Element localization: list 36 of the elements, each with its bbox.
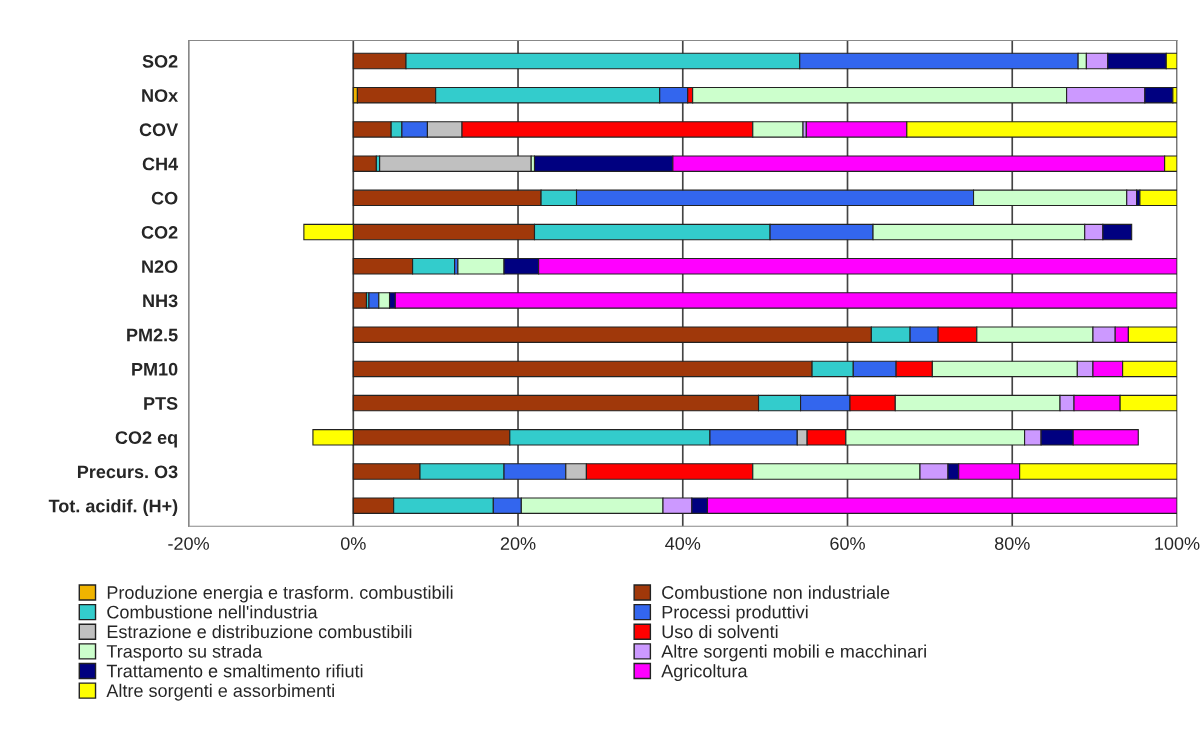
y-tick-label: PTS: [144, 397, 178, 410]
y-tick-label: CO: [151, 191, 178, 205]
bar: [352, 292, 368, 309]
x-tick-label: -20%: [168, 537, 209, 550]
legend-label: Altre sorgenti e assorbimenti: [106, 683, 334, 701]
x-tick-label: 80%: [994, 537, 1030, 550]
y-tick-label: PM10: [132, 362, 178, 376]
y-tick-label: CO2: [141, 225, 178, 239]
bar: [379, 155, 532, 172]
legend-label: Combustione non industriale: [662, 585, 890, 599]
bar: [1139, 189, 1177, 207]
x-tick-label: 20%: [500, 537, 536, 550]
legend-label: Agricoltura: [661, 664, 748, 681]
x-tick-label: 100%: [1155, 537, 1200, 550]
y-tick-label: COV: [139, 123, 179, 137]
x-tick-label: 40%: [665, 537, 701, 550]
legend-label: Altre sorgenti mobili e macchinari: [661, 644, 926, 662]
x-tick-label: 0%: [340, 537, 366, 550]
y-tick-label: CH4: [142, 157, 179, 171]
bar: [352, 155, 377, 172]
legend-label: Uso di solventi: [662, 624, 778, 639]
legend-label: Trattamento e smaltimento rifiuti: [106, 664, 363, 678]
y-tick-label: PM2.5: [127, 328, 178, 342]
y-tick-label: Tot. acidif. (H+): [48, 499, 178, 516]
x-tick-label: 60%: [830, 537, 865, 550]
y-tick-label: NOx: [142, 89, 179, 102]
legend-label: Produzione energia e trasform. combustibili: [107, 585, 453, 603]
y-tick-label: N2O: [142, 260, 178, 273]
y-tick-label: CO2 eq: [115, 431, 177, 448]
y-tick-label: SO2: [142, 54, 178, 68]
y-tick-label: NH3: [143, 294, 178, 308]
legend-label: Combustione nell'industria: [107, 605, 318, 619]
legend-label: Estrazione e distribuzione combustibili: [107, 624, 412, 639]
legend-label: Trasporto su strada: [106, 644, 263, 662]
legend-label: Processi produttivi: [662, 605, 808, 623]
y-tick-label: Precurs. O3: [77, 465, 178, 479]
